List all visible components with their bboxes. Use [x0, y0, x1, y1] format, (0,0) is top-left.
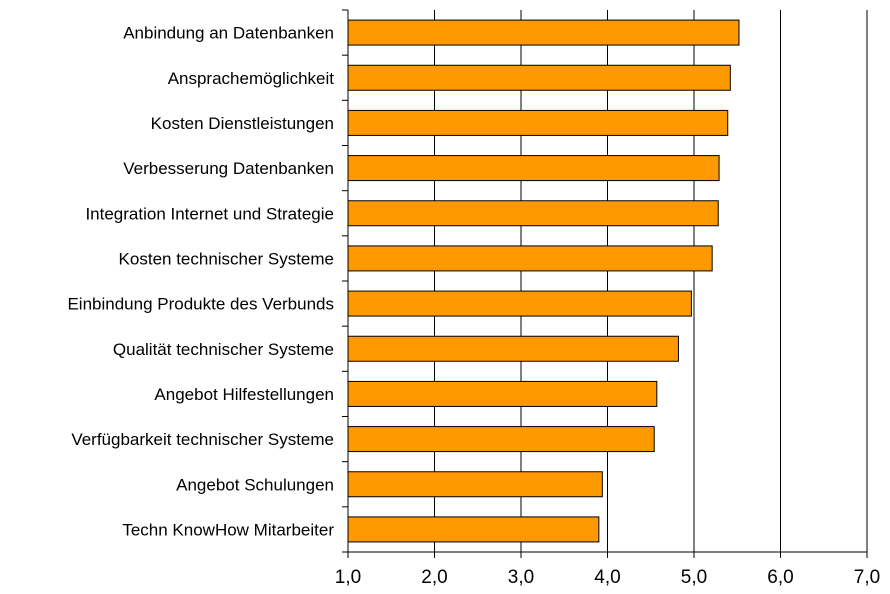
category-label: Techn KnowHow Mitarbeiter: [122, 520, 334, 539]
bar-6: [347, 245, 713, 272]
x-tick-label: 2,0: [421, 567, 447, 588]
bar-7: [347, 290, 692, 317]
x-tick-labels: 1,0 2,0 3,0 4,0 5,0 6,0 7,0: [335, 567, 880, 588]
category-label: Ansprachemöglichkeit: [168, 69, 335, 88]
x-tick-label: 5,0: [681, 567, 707, 588]
bar-12: [347, 516, 600, 543]
category-label: Kosten Dienstleistungen: [151, 114, 334, 133]
x-tick-label: 3,0: [508, 567, 534, 588]
bar-2: [347, 64, 731, 91]
bar-5: [347, 200, 719, 227]
x-tick-label: 6,0: [767, 567, 793, 588]
x-tick-label: 7,0: [854, 567, 880, 588]
category-label: Verfügbarkeit technischer Systeme: [71, 430, 334, 449]
category-label: Integration Internet und Strategie: [85, 204, 334, 223]
bars: [347, 19, 740, 543]
bar-4: [347, 155, 720, 182]
x-tick-label: 4,0: [594, 567, 620, 588]
bar-3: [347, 109, 729, 136]
category-label: Verbesserung Datenbanken: [123, 159, 334, 178]
category-label: Anbindung an Datenbanken: [123, 24, 334, 43]
x-tick-label: 1,0: [335, 567, 361, 588]
category-label: Angebot Schulungen: [176, 475, 334, 494]
bar-9: [347, 380, 658, 407]
category-label: Einbindung Produkte des Verbunds: [67, 295, 334, 314]
gridlines: [434, 10, 868, 552]
bar-10: [347, 426, 655, 453]
category-label: Angebot Hilfestellungen: [154, 385, 334, 404]
bar-1: [347, 19, 740, 46]
bar-11: [347, 471, 603, 498]
category-labels: Anbindung an Datenbanken Ansprachemöglich…: [67, 24, 334, 540]
bar-8: [347, 335, 679, 362]
category-label: Qualität technischer Systeme: [113, 340, 334, 359]
axes: [342, 9, 868, 558]
category-label: Kosten technischer Systeme: [119, 249, 334, 268]
